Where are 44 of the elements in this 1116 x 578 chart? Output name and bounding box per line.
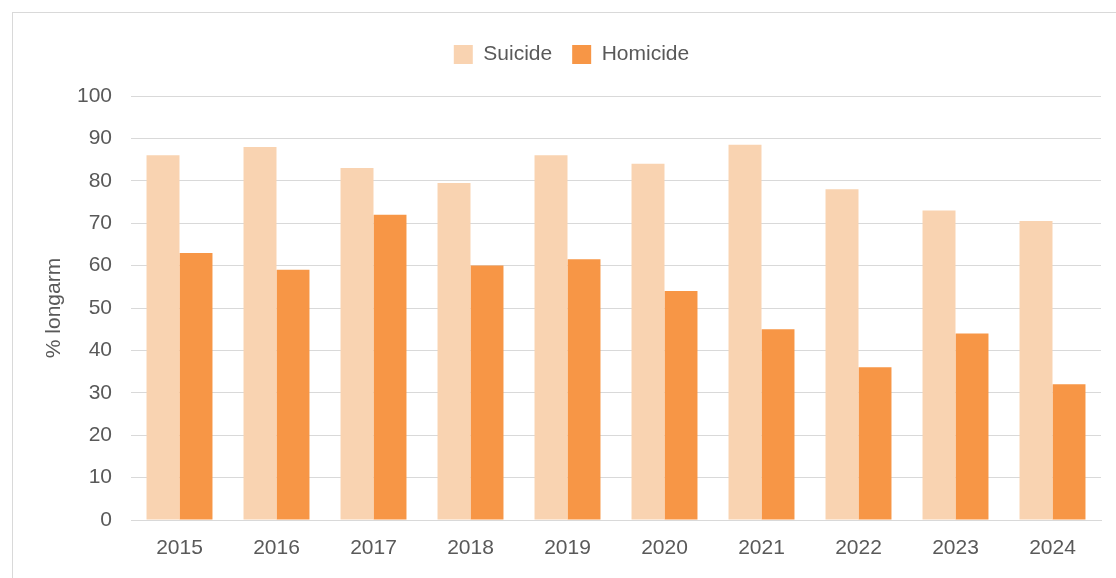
y-tick-label: 60	[88, 252, 112, 276]
y-tick-label: 40	[88, 337, 112, 361]
bar	[437, 182, 471, 520]
legend-label: Suicide	[483, 41, 553, 65]
y-tick-label: 100	[76, 82, 112, 106]
bar	[631, 163, 665, 520]
legend-label: Homicide	[601, 41, 690, 65]
y-tick-label: 10	[88, 464, 112, 488]
x-tick-label: 2016	[253, 535, 300, 559]
bar	[340, 168, 374, 520]
y-tick-label: 80	[88, 167, 112, 191]
bar	[534, 155, 568, 520]
bar	[146, 155, 180, 520]
y-tick-label: 90	[88, 125, 112, 149]
x-tick-label: 2015	[156, 535, 203, 559]
y-tick-label: 70	[88, 210, 112, 233]
x-tick-label: 2018	[447, 535, 494, 559]
bar	[1052, 384, 1086, 520]
bar	[276, 269, 310, 520]
bar	[470, 265, 504, 520]
y-tick-label: 20	[88, 422, 112, 445]
bar	[1019, 221, 1053, 520]
bar	[243, 146, 277, 520]
x-tick-label: 2019	[544, 535, 591, 559]
x-tick-label: 2022	[835, 535, 882, 559]
x-tick-label: 2021	[738, 535, 785, 559]
x-tick-label: 2017	[350, 535, 397, 559]
bar	[825, 189, 859, 520]
bar	[858, 367, 892, 520]
bar	[761, 329, 795, 520]
y-axis-title: % longarm	[41, 257, 65, 359]
y-tick-label: 0	[100, 506, 112, 530]
x-tick-label: 2024	[1029, 535, 1077, 559]
bar	[728, 144, 762, 520]
bar	[664, 291, 698, 520]
y-tick-label: 50	[88, 294, 112, 318]
bar	[179, 252, 213, 520]
bar	[955, 333, 989, 520]
bar	[922, 210, 956, 520]
x-tick-label: 2023	[932, 535, 979, 559]
x-tick-label: 2020	[641, 535, 688, 559]
y-tick-label: 30	[88, 379, 112, 403]
bar	[567, 259, 601, 520]
bar	[373, 214, 407, 520]
